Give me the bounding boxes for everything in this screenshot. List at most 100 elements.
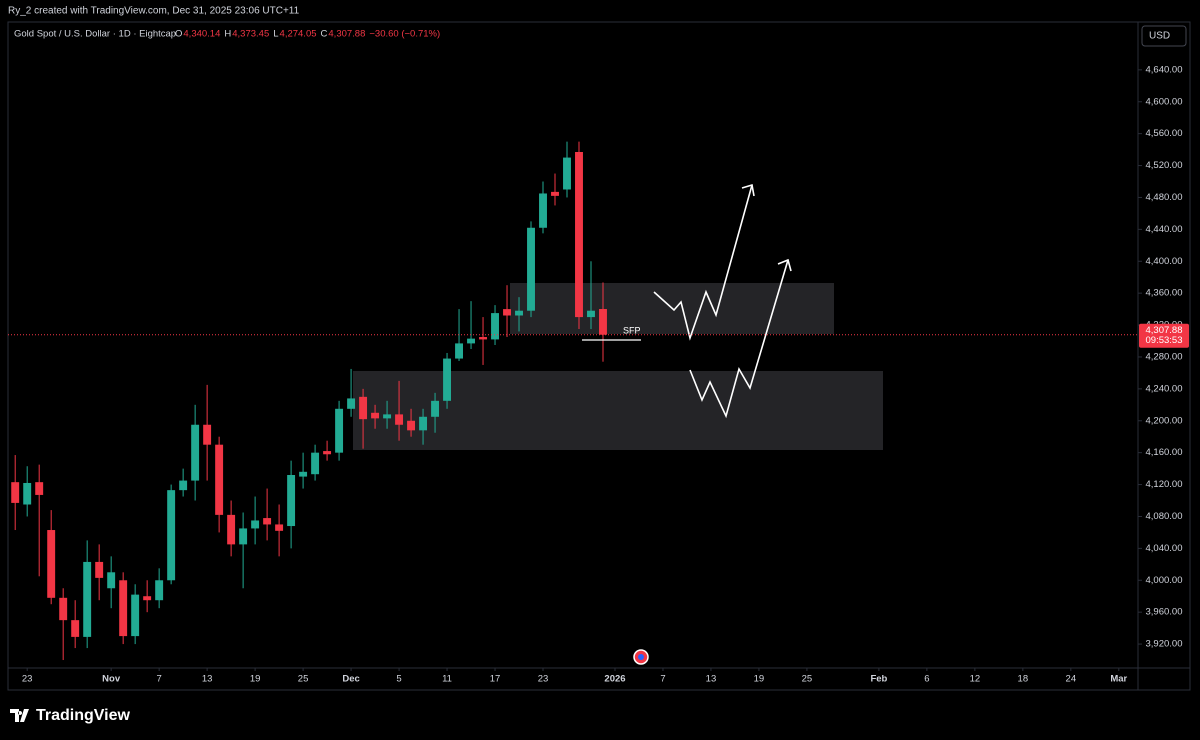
y-tick-label: 4,200.00 bbox=[1146, 415, 1183, 426]
ohlc-value: 4,274.05 bbox=[280, 29, 317, 40]
y-tick-label: 4,600.00 bbox=[1146, 96, 1183, 107]
x-tick-label: 2026 bbox=[604, 674, 625, 685]
projection-arrow bbox=[689, 259, 789, 419]
y-tick-label: 4,280.00 bbox=[1146, 351, 1183, 362]
y-tick-label: 4,240.00 bbox=[1146, 383, 1183, 394]
x-tick-label: 24 bbox=[1066, 674, 1077, 685]
author-line: Ry_2 created with TradingView.com, Dec 3… bbox=[8, 6, 300, 17]
ohlc-key: O bbox=[175, 29, 182, 40]
x-tick-label: 12 bbox=[970, 674, 981, 685]
candle-body bbox=[395, 414, 404, 425]
candle-body bbox=[515, 310, 523, 316]
x-tick-label: Feb bbox=[870, 674, 887, 685]
candle-body bbox=[311, 452, 320, 475]
y-tick-label: 4,360.00 bbox=[1146, 288, 1183, 299]
candle-body bbox=[143, 596, 152, 601]
y-tick-label: 4,080.00 bbox=[1146, 511, 1183, 522]
candle-body bbox=[275, 524, 284, 531]
x-tick-label: 17 bbox=[490, 674, 501, 685]
y-tick-label: 4,640.00 bbox=[1146, 64, 1183, 75]
ohlc-change: −30.60 (−0.71%) bbox=[369, 29, 440, 40]
candle-body bbox=[227, 514, 236, 545]
x-tick-label: Nov bbox=[102, 674, 121, 685]
y-tick-label: 4,000.00 bbox=[1146, 575, 1183, 586]
candle-body bbox=[551, 191, 559, 196]
candle-body bbox=[503, 309, 511, 316]
y-tick-label: 4,160.00 bbox=[1146, 447, 1183, 458]
logo: TradingView bbox=[10, 707, 131, 724]
y-tick-label: 4,560.00 bbox=[1146, 128, 1183, 139]
candle-body bbox=[71, 620, 80, 637]
projection-arrow bbox=[653, 184, 753, 341]
sfp-label: SFP bbox=[623, 325, 641, 335]
candle-body bbox=[215, 444, 224, 515]
candle-body bbox=[359, 396, 368, 420]
y-tick-label: 4,400.00 bbox=[1146, 256, 1183, 267]
arrow-head bbox=[741, 183, 755, 197]
arrow-head bbox=[777, 258, 792, 272]
symbol-title: Gold Spot / U.S. Dollar · 1D · Eightcap bbox=[14, 29, 176, 40]
x-tick-label: 18 bbox=[1018, 674, 1029, 685]
candle-body bbox=[443, 358, 452, 401]
candle-body bbox=[23, 482, 32, 505]
candle-body bbox=[191, 424, 200, 481]
ohlc-key: H bbox=[224, 29, 231, 40]
y-tick-label: 3,920.00 bbox=[1146, 639, 1183, 650]
x-tick-label: 6 bbox=[924, 674, 929, 685]
x-tick-label: 19 bbox=[250, 674, 261, 685]
candle-body bbox=[575, 151, 583, 318]
candle-body bbox=[467, 338, 475, 344]
x-tick-label: 13 bbox=[202, 674, 213, 685]
candle-body bbox=[83, 561, 92, 637]
candle-body bbox=[479, 337, 487, 340]
x-tick-label: 11 bbox=[442, 674, 452, 685]
x-tick-label: 25 bbox=[298, 674, 309, 685]
candle-body bbox=[527, 227, 535, 311]
candle-body bbox=[491, 313, 499, 340]
x-tick-label: Mar bbox=[1110, 674, 1127, 685]
x-tick-label: 5 bbox=[396, 674, 401, 685]
x-tick-label: 25 bbox=[802, 674, 813, 685]
ohlc-value: 4,307.88 bbox=[328, 29, 365, 40]
candle-body bbox=[95, 561, 104, 578]
currency-label[interactable]: USD bbox=[1149, 31, 1170, 42]
candle-body bbox=[251, 520, 260, 529]
candle-body bbox=[35, 482, 44, 495]
candle-body bbox=[11, 482, 20, 503]
x-tick-label: 7 bbox=[156, 674, 161, 685]
ohlc-key: C bbox=[321, 29, 328, 40]
candle-body bbox=[107, 572, 116, 589]
candle-body bbox=[323, 451, 332, 455]
last-price-box bbox=[1139, 323, 1189, 348]
candle-body bbox=[419, 416, 428, 431]
currency-button[interactable] bbox=[1141, 25, 1187, 47]
y-tick-label: 4,480.00 bbox=[1146, 192, 1183, 203]
candle-body bbox=[59, 597, 68, 621]
candle-body bbox=[431, 400, 440, 417]
x-tick-label: 7 bbox=[660, 674, 665, 685]
candle-body bbox=[587, 310, 595, 318]
y-tick-label: 4,520.00 bbox=[1146, 160, 1183, 171]
candle-body bbox=[155, 580, 164, 601]
candle-body bbox=[263, 518, 272, 525]
ohlc-legend: O 4,340.14 H 4,373.45 L 4,274.05 C 4,307.88 −30.… bbox=[175, 29, 440, 40]
candle-body bbox=[119, 580, 128, 637]
candle-body bbox=[599, 308, 607, 335]
x-tick-label: 23 bbox=[538, 674, 549, 685]
countdown-label: 09:53:53 bbox=[1146, 335, 1183, 346]
candle-body bbox=[299, 471, 308, 477]
candle-body bbox=[167, 490, 176, 581]
candle-body bbox=[179, 480, 188, 491]
chart-frame bbox=[7, 21, 1191, 691]
ohlc-value: 4,373.45 bbox=[232, 29, 269, 40]
candle-body bbox=[287, 474, 296, 527]
candle-body bbox=[239, 528, 248, 545]
y-tick-label: 4,120.00 bbox=[1146, 479, 1183, 490]
candles bbox=[11, 141, 607, 661]
candle-body bbox=[335, 408, 344, 453]
y-tick-label: 4,440.00 bbox=[1146, 224, 1183, 235]
y-tick-label: 3,960.00 bbox=[1146, 607, 1183, 618]
candle-body bbox=[203, 424, 212, 445]
